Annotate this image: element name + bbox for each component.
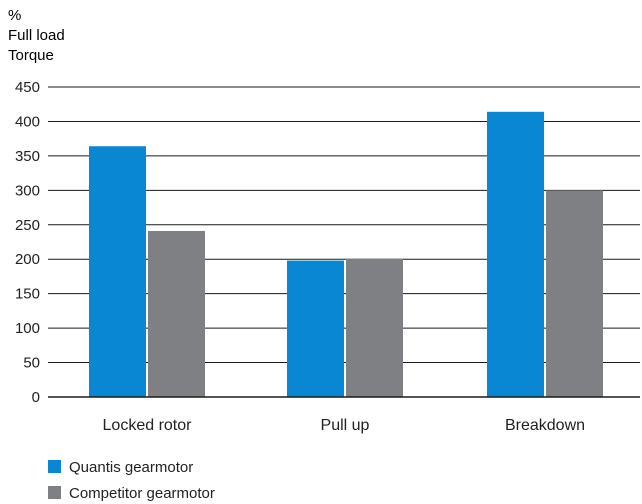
bar-quantis xyxy=(89,146,146,397)
y-tick-label: 100 xyxy=(15,320,40,337)
legend-swatch xyxy=(48,486,61,499)
gridlines xyxy=(48,86,640,364)
y-tick-label: 150 xyxy=(15,286,40,303)
x-category-label: Locked rotor xyxy=(103,417,193,434)
y-tick-label: 250 xyxy=(15,217,40,234)
y-axis-label: % Full load Torque xyxy=(8,7,65,64)
legend-label: Competitor gearmotor xyxy=(69,485,215,502)
y-tick-label: 400 xyxy=(15,113,40,130)
y-axis-label-line: Torque xyxy=(8,47,54,64)
legend-swatch xyxy=(48,460,61,473)
bar-competitor xyxy=(148,230,205,397)
y-tick-label: 200 xyxy=(15,251,40,268)
bar-quantis xyxy=(287,260,344,397)
y-tick-label: 50 xyxy=(23,355,40,372)
bar-quantis xyxy=(487,111,544,398)
y-axis-ticks: 0 50 100 150 200 250 300 350 400 450 xyxy=(15,79,40,406)
legend: Quantis gearmotor Competitor gearmotor xyxy=(48,459,215,502)
category-labels: Locked rotor Pull up Breakdown xyxy=(103,417,585,434)
y-tick-label: 300 xyxy=(15,182,40,199)
x-category-label: Breakdown xyxy=(505,417,585,434)
y-tick-label: 0 xyxy=(32,389,40,406)
y-axis-label-line: % xyxy=(8,7,21,24)
y-axis-label-line: Full load xyxy=(8,27,65,44)
bar-competitor xyxy=(546,190,603,397)
x-category-label: Pull up xyxy=(321,417,370,434)
bars xyxy=(89,111,603,398)
y-tick-label: 350 xyxy=(15,148,40,165)
legend-label: Quantis gearmotor xyxy=(69,459,193,476)
bar-competitor xyxy=(346,258,403,397)
y-tick-label: 450 xyxy=(15,79,40,96)
